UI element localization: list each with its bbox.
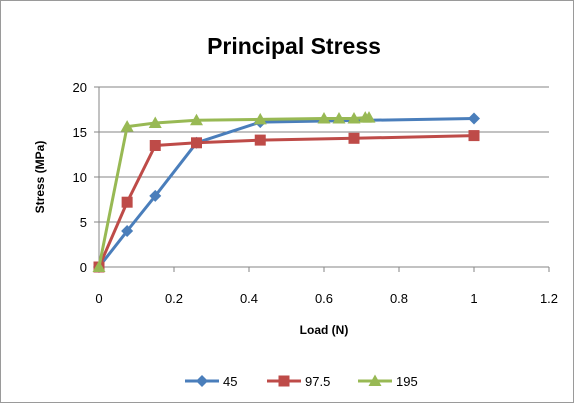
data-point: [190, 113, 203, 126]
data-point: [253, 112, 267, 125]
series-195: [92, 111, 376, 272]
x-tick-label: 0.4: [240, 291, 258, 306]
legend-label: 45: [223, 374, 237, 389]
x-tick-label: 0.8: [390, 291, 408, 306]
legend-marker: [368, 374, 382, 386]
series-line: [97, 117, 475, 268]
chart-title: Principal Stress: [207, 33, 381, 59]
axis-ticks: 0 5 10 15 20 0 0.2 0.4 0.6 0.8 1 1.2: [73, 80, 559, 306]
x-axis-title: Load (N): [300, 323, 349, 337]
data-point: [121, 225, 134, 237]
data-point: [317, 112, 331, 124]
y-tick-label: 15: [73, 125, 87, 140]
gridlines: [99, 86, 549, 223]
x-tick-label: 0.6: [315, 291, 333, 306]
x-tick-label: 0: [95, 291, 102, 306]
legend-entry: 195: [358, 374, 418, 389]
legend-label: 97.5: [305, 374, 330, 389]
data-point: [92, 260, 106, 272]
data-point: [149, 140, 161, 151]
data-point: [254, 134, 266, 146]
x-tick-label: 1.2: [540, 291, 558, 306]
data-point: [362, 111, 376, 123]
legend-label: 195: [396, 374, 418, 389]
data-point: [468, 130, 480, 142]
legend-marker: [278, 375, 290, 387]
data-point: [121, 196, 133, 208]
y-axis-title: Stress (MPa): [33, 141, 47, 214]
legend-entry: 45: [185, 374, 237, 389]
y-tick-label: 5: [80, 215, 87, 230]
data-point: [149, 189, 162, 202]
legend-entry: 97.5: [267, 374, 330, 389]
x-tick-label: 1: [470, 291, 477, 306]
x-tick-label: 0.2: [165, 291, 183, 306]
y-tick-label: 10: [73, 170, 87, 185]
data-point: [347, 112, 361, 124]
series-layer: [92, 111, 480, 273]
y-tick-label: 20: [73, 80, 87, 95]
data-point: [120, 120, 134, 132]
series-line: [97, 116, 369, 268]
data-point: [332, 112, 346, 124]
legend: 45 97.5 195: [185, 374, 418, 389]
data-point: [348, 132, 360, 144]
y-tick-label: 0: [80, 260, 87, 275]
legend-marker: [196, 375, 208, 387]
data-point: [148, 116, 162, 128]
data-point: [468, 112, 480, 125]
data-point: [191, 137, 202, 149]
